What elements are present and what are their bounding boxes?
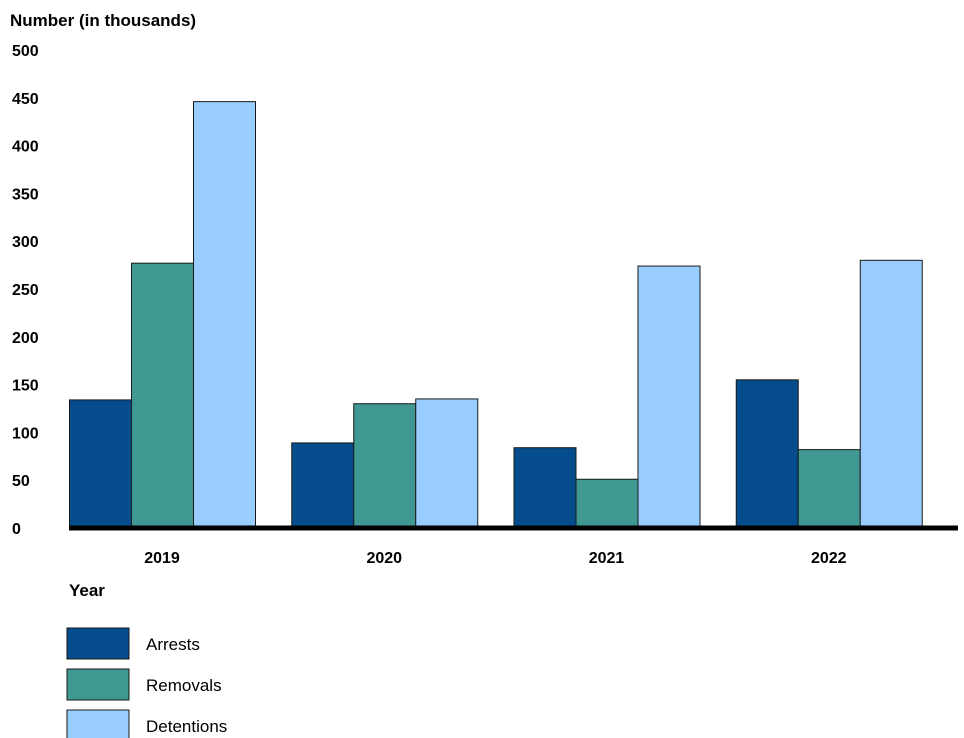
x-tick-label: 2019 <box>144 550 180 567</box>
bar-removals-2021 <box>575 478 639 529</box>
bar-detentions-2022 <box>859 259 923 529</box>
y-tick-label: 450 <box>12 91 39 108</box>
legend-swatch-arrests <box>66 627 130 660</box>
legend-label-removals: Removals <box>146 676 222 695</box>
bar-arrests-2021 <box>513 447 577 529</box>
y-tick-label: 500 <box>12 43 39 60</box>
legend-label-arrests: Arrests <box>146 635 200 654</box>
legend: Arrests Removals Detentions <box>66 627 227 738</box>
y-tick-label: 200 <box>12 330 39 347</box>
y-tick-label: 250 <box>12 282 39 299</box>
x-tick-label: 2022 <box>811 550 847 567</box>
bar-detentions-2020 <box>415 398 479 529</box>
bar-removals-2022 <box>797 449 861 529</box>
y-tick-label: 0 <box>12 521 21 538</box>
y-tick-label: 50 <box>12 473 30 490</box>
bar-arrests-2022 <box>735 379 799 529</box>
legend-label-detentions: Detentions <box>146 717 227 736</box>
x-tick-label: 2020 <box>366 550 402 567</box>
x-tick-label: 2021 <box>589 550 625 567</box>
y-tick-label: 100 <box>12 425 39 442</box>
bar-arrests-2020 <box>291 442 355 529</box>
bar-detentions-2019 <box>193 101 256 529</box>
bar-detentions-2021 <box>637 265 701 529</box>
bar-arrests-2019 <box>69 399 132 529</box>
bars-group <box>69 101 923 529</box>
legend-swatch-detentions <box>66 709 130 738</box>
x-axis-title: Year <box>69 581 105 600</box>
legend-swatch-removals <box>66 668 130 701</box>
y-axis-title: Number (in thousands) <box>10 11 196 30</box>
y-tick-label: 300 <box>12 234 39 251</box>
bar-removals-2019 <box>131 262 194 529</box>
y-axis-ticks: 0 50 100 150 200 250 300 350 400 450 500 <box>12 43 39 538</box>
y-tick-label: 400 <box>12 139 39 156</box>
y-tick-label: 150 <box>12 378 39 395</box>
y-tick-label: 350 <box>12 186 39 203</box>
bar-removals-2020 <box>353 403 417 529</box>
x-axis-ticks: 2019 2020 2021 2022 <box>144 550 846 567</box>
